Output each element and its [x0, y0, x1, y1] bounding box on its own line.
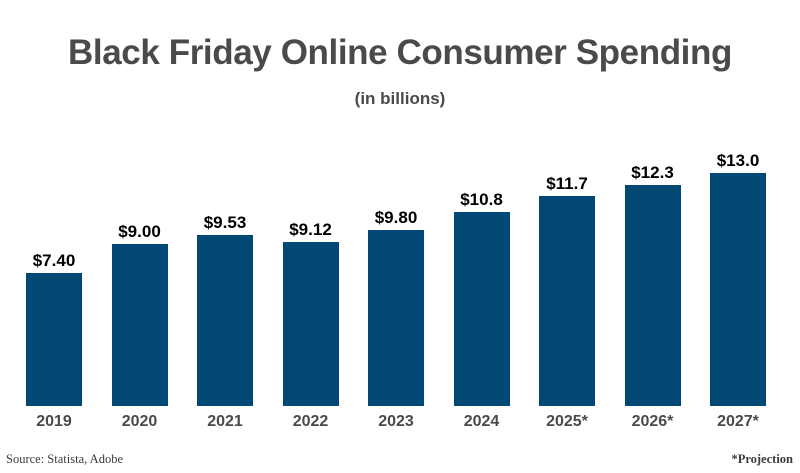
x-axis-label: 2019: [36, 413, 72, 430]
source-note: Source: Statista, Adobe: [6, 452, 123, 466]
bar[interactable]: [26, 273, 82, 406]
bar-group: $9.00 2020: [111, 0, 168, 473]
bar-value-label: $9.80: [374, 208, 418, 228]
bar-value-label: $10.8: [460, 190, 503, 210]
bar[interactable]: [539, 196, 595, 406]
bar[interactable]: [111, 244, 168, 406]
x-axis-label: 2024: [463, 413, 500, 430]
bar-group: $7.40 2019: [26, 0, 82, 473]
x-axis-label: 2021: [207, 413, 243, 430]
bar[interactable]: [453, 212, 510, 406]
bar[interactable]: [624, 185, 681, 406]
chart-title: Black Friday Online Consumer Spending: [68, 33, 732, 72]
x-axis-label: 2020: [121, 413, 158, 430]
bar-value-label: $12.3: [631, 163, 674, 183]
bar-value-label: $9.00: [118, 222, 161, 242]
projection-note: *Projection: [731, 452, 793, 466]
bar[interactable]: [368, 230, 424, 406]
x-axis-label: 2023: [378, 413, 414, 430]
bar-group: $9.12 2022: [282, 0, 339, 473]
bar-group: $13.0 2027*: [710, 0, 766, 473]
bar[interactable]: [710, 172, 766, 406]
x-axis-label: 2022: [292, 413, 329, 430]
bar-value-label: $9.53: [203, 212, 247, 232]
bar-value-label: $11.7: [546, 174, 588, 193]
bar-value-label: $13.0: [716, 150, 760, 170]
bar[interactable]: [197, 234, 253, 406]
x-axis-label: 2027*: [717, 413, 759, 430]
bar-group: $9.80 2023: [368, 0, 424, 473]
chart-subtitle: (in billions): [354, 89, 446, 108]
bar[interactable]: [282, 242, 339, 406]
bar-group: $12.3 2026*: [624, 0, 681, 473]
bar-group: $10.8 2024: [453, 0, 510, 473]
bar-value-label: $9.12: [289, 220, 332, 240]
bar-group: $11.7 2025*: [539, 0, 595, 473]
x-axis-label: 2025*: [546, 413, 588, 430]
bar-value-label: $7.40: [32, 251, 76, 271]
x-axis-label: 2026*: [631, 413, 674, 430]
bar-group: $9.53 2021: [197, 0, 253, 473]
